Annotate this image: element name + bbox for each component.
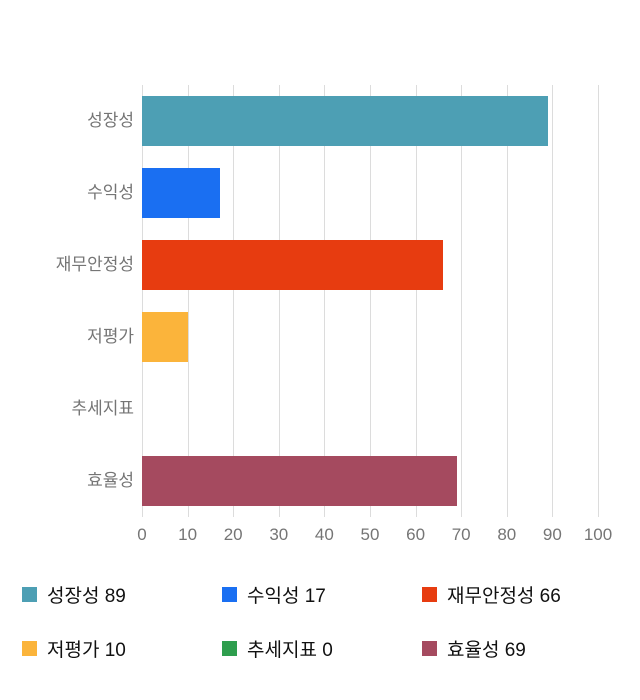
x-tick-label: 70 [451,525,471,544]
legend-swatch-icon [22,640,37,656]
gridline [552,85,554,517]
x-tick-label: 20 [223,525,243,544]
x-tick-label: 0 [137,525,147,544]
legend-label: 성장성 89 [47,585,126,607]
gridline [278,85,280,517]
x-tick-label: 40 [314,525,334,544]
legend-swatch-icon [22,586,37,602]
x-tick-label: 60 [406,525,426,544]
x-tick-label: 90 [542,525,562,544]
gridline [324,85,326,517]
bar [142,312,188,362]
legend-label: 효율성 69 [447,639,526,661]
gridline [506,85,508,517]
category-label: 수익성 [87,183,134,202]
legend-swatch-icon [422,586,437,602]
bar [142,168,220,218]
gridline [233,85,235,517]
bar [142,240,443,290]
legend-item: 재무안정성 66 [422,583,622,607]
legend-item: 효율성 69 [422,637,622,661]
x-tick-label: 50 [360,525,380,544]
gridline [187,85,189,517]
gridline [415,85,417,517]
category-label: 추세지표 [71,399,134,418]
x-tick-label: 100 [583,525,613,544]
bar [142,96,548,146]
gridline [142,85,143,517]
legend-swatch-icon [422,640,437,656]
legend-label: 저평가 10 [47,639,126,661]
gridline [461,85,463,517]
legend-item: 저평가 10 [22,637,222,661]
bar [142,456,457,506]
gridline [370,85,371,517]
category-label: 효율성 [87,471,134,490]
legend-label: 수익성 17 [247,585,326,607]
plot-area: 0 10 20 30 40 50 60 70 80 90 100 [137,85,612,544]
legend-label: 재무안정성 66 [447,585,561,607]
legend-item: 추세지표 0 [222,637,422,661]
category-label: 성장성 [87,111,134,130]
legend-label: 추세지표 0 [247,639,333,661]
x-tick-label: 10 [178,525,198,544]
gridline [598,85,599,517]
legend-swatch-icon [222,586,237,602]
legend-swatch-icon [222,640,237,656]
category-label: 저평가 [87,327,134,346]
category-label: 재무안정성 [55,255,134,274]
x-tick-label: 80 [497,525,517,544]
legend-item: 성장성 89 [22,583,222,607]
chart-legend: 성장성 89 수익성 17 재무안정성 66 저평가 10 추세지표 0 효율성 69 [22,583,632,661]
legend-item: 수익성 17 [222,583,422,607]
x-tick-label: 30 [269,525,289,544]
